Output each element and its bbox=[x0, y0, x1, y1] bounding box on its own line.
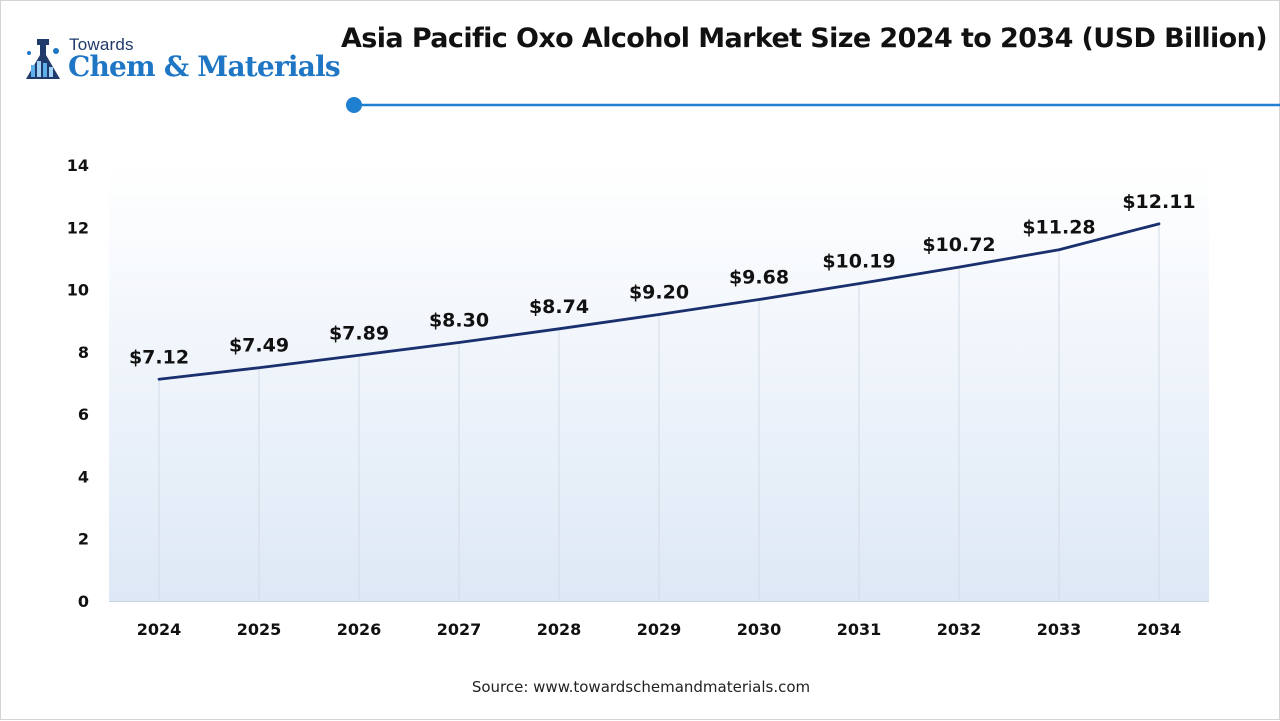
gridlines bbox=[158, 223, 1160, 601]
y-tick-label: 6 bbox=[78, 405, 89, 424]
title-underline bbox=[346, 97, 1280, 113]
y-tick-label: 0 bbox=[78, 592, 89, 611]
x-tick-label: 2029 bbox=[637, 620, 682, 639]
x-tick-label: 2031 bbox=[837, 620, 882, 639]
series-line bbox=[157, 222, 1161, 381]
data-label: $9.20 bbox=[629, 281, 689, 303]
x-tick-label: 2025 bbox=[237, 620, 282, 639]
data-label: $7.89 bbox=[329, 322, 389, 344]
data-label: $10.19 bbox=[822, 251, 895, 273]
logo-text-main: Chem & Materials bbox=[68, 50, 341, 83]
y-tick-label: 2 bbox=[78, 530, 89, 549]
flask-icon bbox=[26, 39, 60, 79]
x-tick-label: 2026 bbox=[337, 620, 382, 639]
chart-title: Asia Pacific Oxo Alcohol Market Size 202… bbox=[340, 23, 1268, 54]
logo-text-top: Towards bbox=[69, 35, 134, 54]
data-label: $10.72 bbox=[922, 234, 995, 256]
y-tick-label: 14 bbox=[67, 156, 89, 175]
data-label: $11.28 bbox=[1022, 217, 1095, 239]
y-tick-label: 10 bbox=[67, 281, 89, 300]
x-tick-label: 2024 bbox=[137, 620, 182, 639]
x-tick-label: 2032 bbox=[937, 620, 982, 639]
data-label: $7.49 bbox=[229, 335, 289, 357]
x-axis-ticks: 2024 2025 2026 2027 2028 2029 2030 2031 2032 2033… bbox=[137, 620, 1182, 639]
source-note: Source: www.towardschemandmaterials.com bbox=[471, 678, 811, 696]
data-labels: $7.12 $7.49 $7.89 $8.30 $8.74 $9.20 $9.68 $10.1… bbox=[129, 191, 1196, 368]
data-label: $8.74 bbox=[529, 296, 589, 318]
y-axis-ticks: 0 2 4 6 8 10 12 14 bbox=[67, 156, 89, 611]
data-label: $7.12 bbox=[129, 346, 189, 368]
x-tick-label: 2033 bbox=[1037, 620, 1082, 639]
x-tick-label: 2034 bbox=[1137, 620, 1182, 639]
y-tick-label: 4 bbox=[78, 467, 89, 486]
series-group bbox=[157, 222, 1161, 381]
x-tick-label: 2028 bbox=[537, 620, 582, 639]
x-tick-label: 2030 bbox=[737, 620, 782, 639]
data-label: $8.30 bbox=[429, 310, 489, 332]
x-tick-label: 2027 bbox=[437, 620, 482, 639]
brand-logo: Towards Chem & Materials bbox=[23, 35, 343, 87]
y-tick-label: 8 bbox=[78, 343, 89, 362]
data-label: $9.68 bbox=[729, 267, 789, 289]
data-label: $12.11 bbox=[1122, 191, 1195, 213]
y-tick-label: 12 bbox=[67, 218, 89, 237]
